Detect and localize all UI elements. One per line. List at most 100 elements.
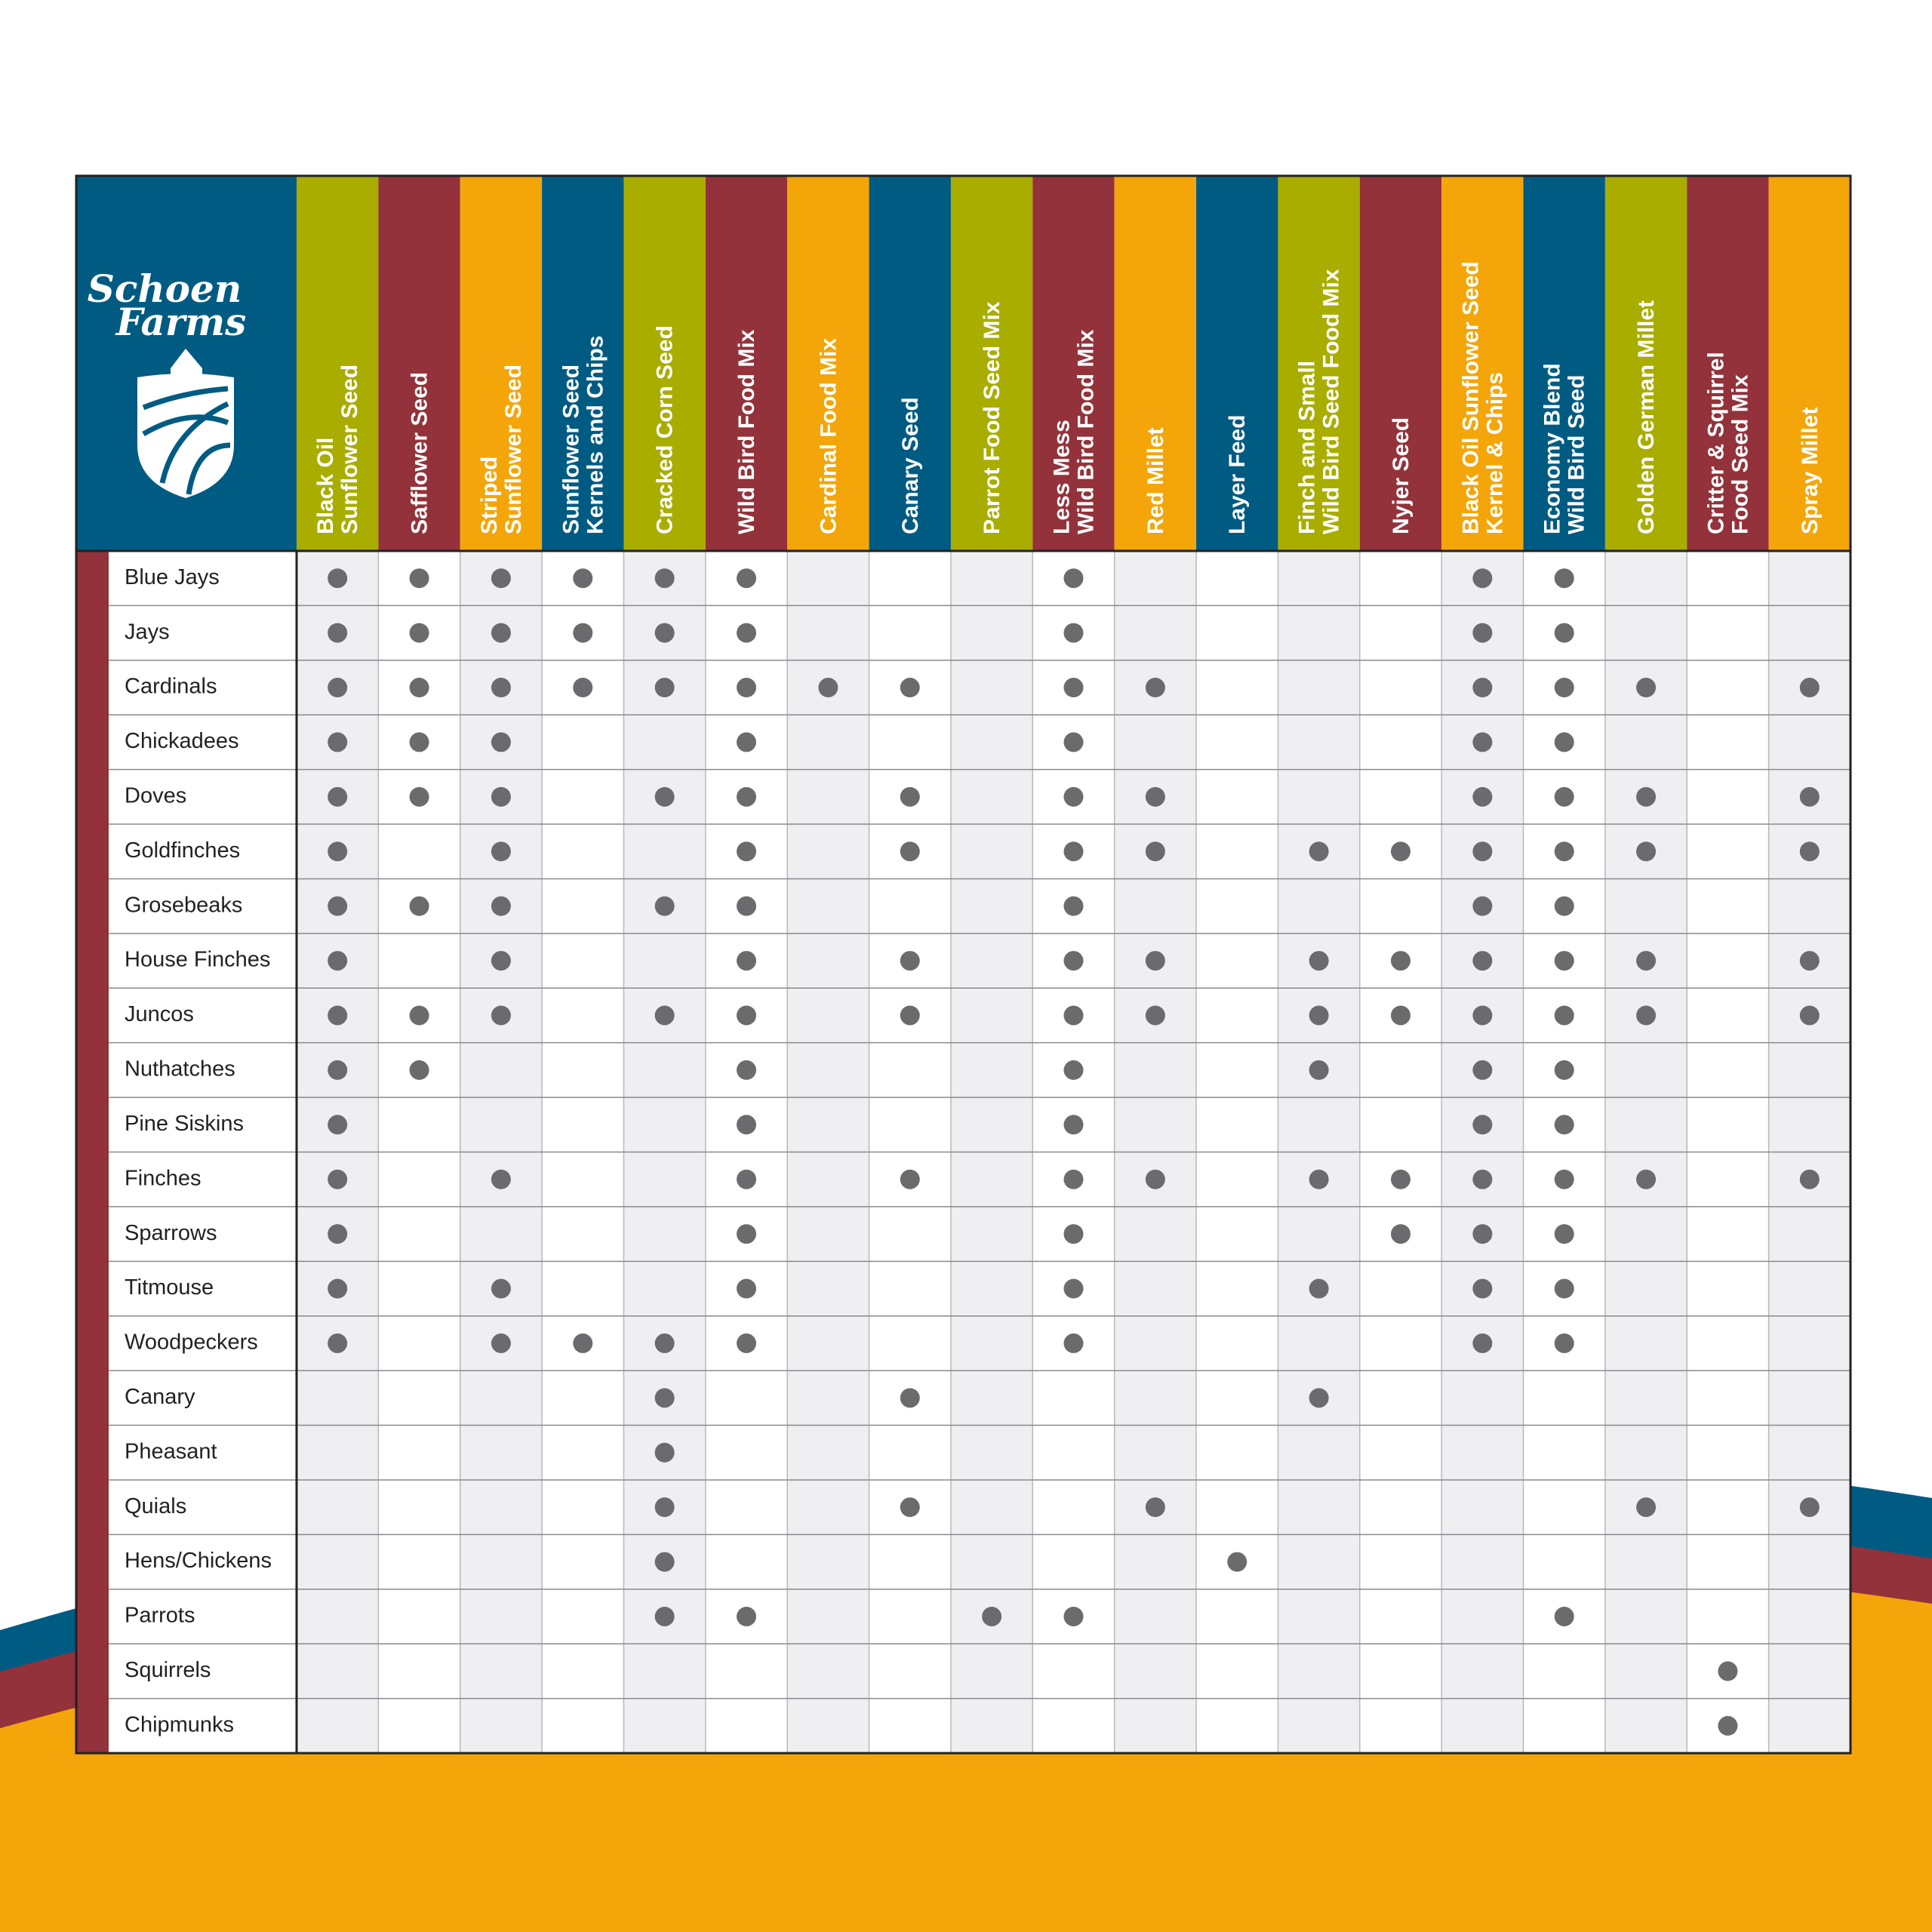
dot (328, 951, 348, 971)
dot (491, 678, 511, 698)
dot (1636, 1005, 1657, 1026)
column-label: Layer Feed (1225, 415, 1250, 534)
dot (1554, 732, 1574, 752)
bird-name: Chickadees (125, 729, 239, 753)
dot (328, 786, 348, 807)
bird-name: Jays (125, 620, 170, 644)
column-label: Wild Bird Seed Food Mix (1319, 269, 1344, 534)
dot (409, 678, 429, 698)
column-label: Golden German Millet (1634, 300, 1659, 534)
column-header (1032, 176, 1115, 551)
dot (1554, 951, 1574, 971)
dot (1472, 1224, 1493, 1244)
dot (1145, 841, 1165, 862)
column-label: Sunflower Seed (501, 365, 526, 534)
dot (1472, 1169, 1493, 1189)
column-label: Nyjer Seed (1389, 417, 1414, 534)
column-header (1359, 176, 1442, 551)
dot (491, 896, 511, 916)
dot (900, 786, 920, 807)
dot (737, 1005, 757, 1026)
column-header (1523, 176, 1605, 551)
dot (1063, 1606, 1084, 1626)
column-label: Cardinal Food Mix (816, 338, 841, 534)
dot (654, 1388, 675, 1408)
dot (1799, 1497, 1820, 1518)
dot (1472, 568, 1493, 589)
dot (1063, 732, 1084, 752)
column-header (1278, 176, 1360, 551)
dot (409, 732, 429, 752)
dot (328, 1224, 348, 1244)
column-label: Less Mess (1050, 420, 1075, 534)
dot (409, 1005, 429, 1026)
dot (573, 678, 593, 698)
column-header (1441, 176, 1524, 551)
dot (1799, 841, 1820, 862)
dot (1145, 786, 1165, 807)
bird-name: Juncos (125, 1002, 194, 1026)
dot (1554, 1606, 1574, 1626)
dot (328, 732, 348, 752)
dot (1636, 678, 1657, 698)
dot (900, 841, 920, 862)
dot (737, 732, 757, 752)
dot (1309, 1278, 1329, 1299)
dot (737, 1278, 757, 1299)
dot (1554, 1060, 1574, 1080)
dot (1636, 1169, 1657, 1189)
dot (900, 951, 920, 971)
column-header (1768, 176, 1850, 551)
dot (1063, 1005, 1084, 1026)
dot (1472, 1060, 1493, 1080)
column-header (1196, 176, 1278, 551)
bird-name: Chipmunks (125, 1712, 234, 1737)
dot (1309, 1005, 1329, 1026)
dot (654, 1005, 675, 1026)
column-label: Critter & Squirrel (1703, 352, 1728, 534)
dot (737, 623, 757, 643)
dot (409, 896, 429, 916)
dot (573, 568, 593, 589)
dot (1472, 1005, 1493, 1026)
dot (1718, 1661, 1738, 1681)
dot (737, 678, 757, 698)
dot (737, 1060, 757, 1080)
column-header (623, 176, 706, 551)
dot (654, 786, 675, 807)
column-label: Wild Bird Seed (1564, 375, 1589, 534)
dot (409, 568, 429, 589)
dot (491, 732, 511, 752)
column-label: Striped (477, 457, 502, 534)
dot (1309, 1169, 1329, 1189)
dot (1063, 678, 1084, 698)
bird-name: Sparrows (125, 1221, 217, 1245)
column-header (1604, 176, 1687, 551)
dot (654, 1552, 675, 1572)
column-label: Black Oil (313, 438, 338, 534)
dot (1472, 678, 1493, 698)
dot (1063, 623, 1084, 643)
dot (1063, 1278, 1084, 1299)
dot (328, 1115, 348, 1135)
bird-name: Goldfinches (125, 838, 240, 863)
dot (409, 1060, 429, 1080)
dot (654, 1442, 675, 1463)
bird-name: Woodpeckers (125, 1331, 258, 1355)
bird-name: Finches (125, 1166, 202, 1190)
dot (328, 896, 348, 916)
column-label: Food Seed Mix (1727, 374, 1752, 534)
column-label: Red Millet (1143, 427, 1168, 534)
bird-name: Parrots (125, 1604, 195, 1628)
dot (1309, 1388, 1329, 1408)
dot (1636, 786, 1657, 807)
column-header (787, 176, 869, 551)
dot (654, 1333, 675, 1353)
dot (737, 1224, 757, 1244)
column-header (1687, 176, 1769, 551)
dot (818, 678, 838, 698)
column-label: Kernel & Chips (1482, 372, 1507, 534)
dot (1554, 623, 1574, 643)
dot (1799, 951, 1820, 971)
